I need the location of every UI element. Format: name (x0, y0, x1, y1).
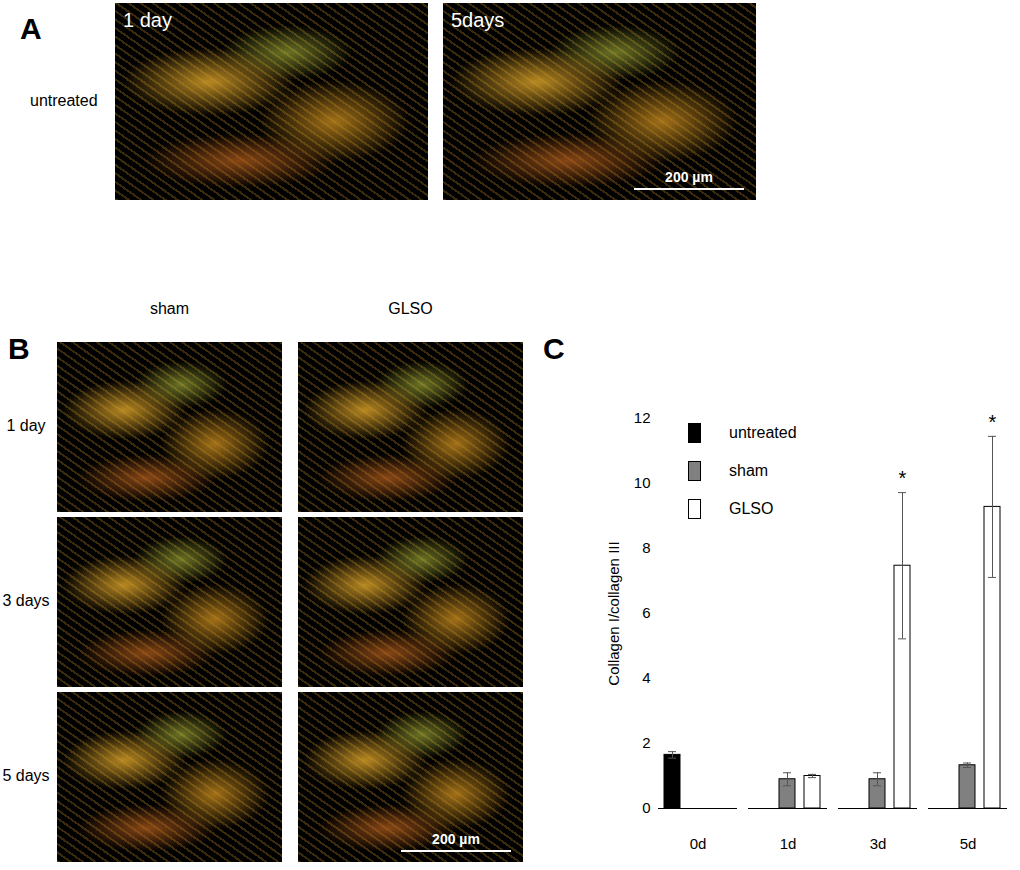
html-text:1 day: 1 day (123, 9, 172, 31)
html-text:5 days: 5 days (2, 767, 50, 784)
html-text:A: A (20, 12, 42, 45)
svg-text:8: 8 (642, 539, 650, 556)
html-text:1 day: 1 day (6, 417, 46, 434)
html-text:sham: sham (729, 462, 769, 479)
svg-text:4: 4 (642, 669, 650, 686)
svg-text:5d: 5d (960, 835, 977, 852)
svg-text:1d: 1d (780, 835, 797, 852)
svg-text:Collagen I/collagen III: Collagen I/collagen III (605, 541, 622, 685)
svg-text:0: 0 (642, 799, 650, 816)
svg-text:*: * (899, 467, 907, 489)
html-text:sham: sham (149, 300, 190, 317)
svg-text:0d: 0d (690, 835, 707, 852)
html-text:5days: 5days (451, 9, 505, 31)
svg-text:2: 2 (642, 734, 650, 751)
html-text:GLSO: GLSO (388, 300, 433, 317)
html-text:untreated: untreated (30, 92, 98, 109)
html-text:GLSO: GLSO (729, 500, 774, 517)
svg-text:6: 6 (642, 604, 650, 621)
html-text:200 µm: 200 µm (432, 831, 480, 847)
svg-text:10: 10 (634, 474, 651, 491)
svg-text:12: 12 (634, 409, 651, 426)
html-text:C: C (543, 332, 565, 365)
html-text:3 days: 3 days (2, 592, 50, 609)
html-text:untreated: untreated (729, 424, 797, 441)
svg-text:3d: 3d (870, 835, 887, 852)
html-text:200 µm: 200 µm (665, 169, 713, 185)
html-text:B: B (8, 332, 30, 365)
svg-text:*: * (989, 411, 997, 433)
